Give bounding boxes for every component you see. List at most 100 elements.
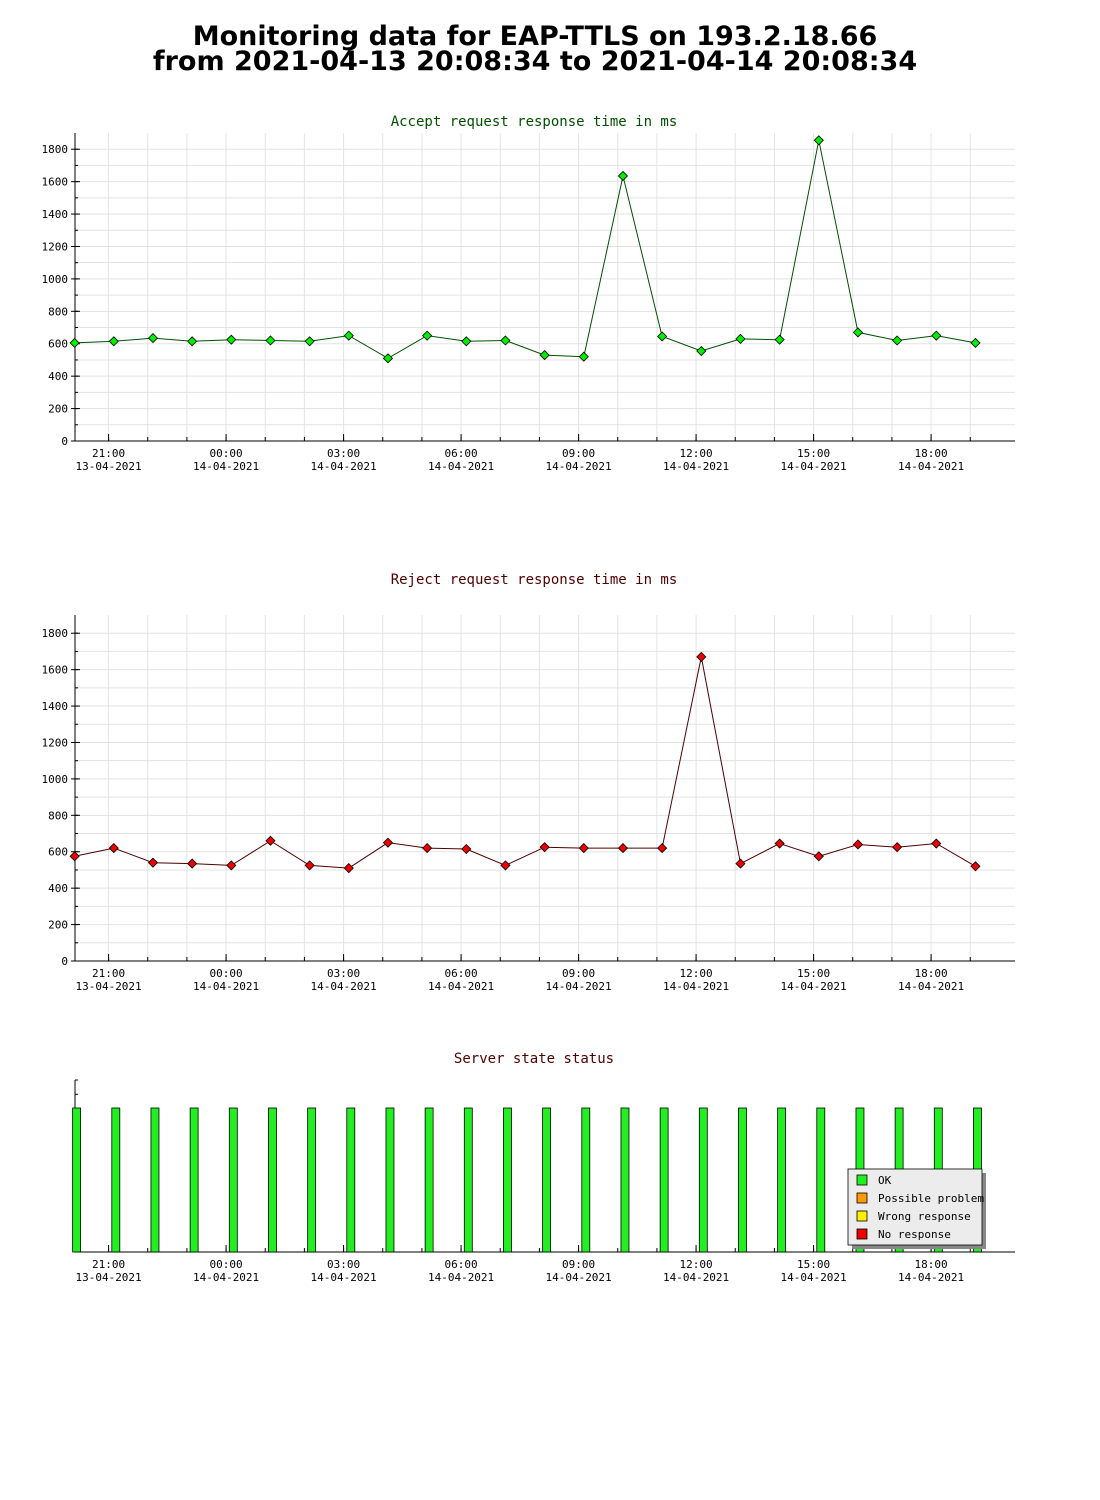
data-point — [147, 857, 159, 868]
data-point — [422, 330, 433, 341]
x-tick-label-date: 14-04-2021 — [193, 980, 259, 993]
chart-title: Server state status — [454, 1051, 614, 1067]
status-bar — [542, 1107, 552, 1253]
x-tick-label-time: 06:00 — [445, 967, 478, 980]
x-tick-label-date: 14-04-2021 — [780, 460, 846, 473]
x-tick-label-time: 15:00 — [797, 1258, 830, 1271]
y-tick-label: 0 — [61, 435, 68, 448]
data-point — [226, 860, 237, 871]
x-tick-label-date: 14-04-2021 — [545, 460, 611, 473]
x-tick-label-date: 14-04-2021 — [545, 980, 611, 993]
x-tick-label-time: 12:00 — [680, 967, 713, 980]
legend-label: Possible problem — [878, 1192, 984, 1205]
legend-swatch — [856, 1174, 868, 1186]
x-tick-label-date: 14-04-2021 — [193, 1271, 259, 1284]
data-point — [813, 135, 824, 146]
legend-label: No response — [878, 1228, 951, 1241]
data-point — [382, 353, 394, 364]
status-bar — [424, 1107, 434, 1253]
y-tick-label: 800 — [48, 305, 68, 318]
data-point — [931, 330, 942, 341]
data-point — [187, 336, 198, 347]
x-tick-label-date: 14-04-2021 — [545, 1271, 611, 1284]
x-tick-label-date: 14-04-2021 — [193, 460, 259, 473]
data-point — [69, 337, 80, 348]
data-point — [735, 858, 746, 869]
x-tick-label-date: 14-04-2021 — [310, 1271, 376, 1284]
status-bar — [463, 1107, 473, 1253]
x-tick-label-date: 14-04-2021 — [663, 460, 729, 473]
legend-label: OK — [878, 1174, 892, 1187]
legend-swatch — [856, 1228, 868, 1240]
x-tick-label-time: 09:00 — [562, 967, 595, 980]
status-bar — [581, 1107, 591, 1253]
x-tick-label-date: 14-04-2021 — [428, 460, 494, 473]
x-tick-label-time: 18:00 — [915, 1258, 948, 1271]
y-tick-label: 1200 — [42, 736, 69, 749]
x-tick-label-time: 15:00 — [797, 447, 830, 460]
x-tick-label-date: 14-04-2021 — [780, 980, 846, 993]
y-tick-label: 1800 — [42, 143, 69, 156]
data-point — [892, 842, 903, 853]
data-point — [696, 345, 707, 357]
chart-2: Server state status21:0013-04-202100:001… — [72, 1051, 1015, 1284]
status-bar — [385, 1107, 395, 1253]
data-point — [892, 335, 903, 346]
data-point — [539, 842, 550, 853]
x-tick-label-time: 09:00 — [562, 1258, 595, 1271]
data-point — [265, 835, 276, 846]
data-point — [578, 351, 589, 362]
data-point — [108, 336, 119, 347]
data-point — [304, 860, 315, 871]
chart-0: Accept request response time in ms 0 200 40… — [42, 114, 1015, 473]
x-tick-label-date: 14-04-2021 — [310, 980, 376, 993]
y-tick-label: 1800 — [42, 627, 69, 640]
x-tick-label-date: 14-04-2021 — [428, 1271, 494, 1284]
y-tick-label: 1400 — [42, 700, 69, 713]
y-tick-label: 1000 — [42, 273, 69, 286]
data-point — [265, 335, 276, 346]
y-tick-label: 600 — [48, 846, 68, 859]
y-tick-label: 0 — [61, 955, 68, 968]
data-point — [147, 332, 159, 344]
legend-swatch — [856, 1192, 868, 1204]
x-tick-label-time: 03:00 — [327, 447, 360, 460]
legend-box — [847, 1168, 983, 1246]
status-bar — [503, 1107, 512, 1253]
data-point — [422, 843, 433, 854]
x-tick-label-time: 12:00 — [680, 447, 713, 460]
data-point — [69, 851, 80, 862]
data-point — [735, 333, 746, 344]
y-tick-label: 600 — [48, 338, 68, 351]
status-bar — [777, 1107, 787, 1253]
data-point — [774, 838, 785, 849]
data-point — [461, 843, 472, 855]
x-tick-label-time: 03:00 — [327, 967, 360, 980]
series-line — [74, 140, 976, 359]
x-tick-label-date: 14-04-2021 — [663, 1271, 729, 1284]
status-bar — [620, 1107, 630, 1253]
data-point — [813, 851, 824, 862]
y-tick-label: 200 — [48, 919, 68, 932]
x-tick-label-date: 14-04-2021 — [898, 1271, 964, 1284]
page-title-line-1: Monitoring data for EAP-TTLS on 193.2.18… — [192, 21, 878, 52]
status-bar — [659, 1107, 669, 1253]
y-tick-label: 1000 — [42, 773, 69, 786]
status-bar — [72, 1107, 82, 1253]
data-point — [931, 838, 942, 849]
x-tick-label-time: 21:00 — [92, 1258, 125, 1271]
x-tick-label-date: 13-04-2021 — [75, 460, 141, 473]
chart-title: Reject request response time in ms — [391, 572, 678, 588]
data-point — [539, 350, 550, 361]
status-bar — [189, 1107, 199, 1253]
series-line — [74, 656, 976, 869]
data-point — [108, 843, 119, 854]
data-point — [657, 843, 668, 854]
data-point — [343, 330, 354, 341]
chart-title: Accept request response time in ms — [391, 114, 678, 130]
data-point — [617, 843, 629, 854]
data-point — [852, 327, 864, 338]
x-tick-label-time: 00:00 — [210, 967, 243, 980]
chart-1: Reject request response time in ms 0 200 40… — [42, 572, 1015, 993]
